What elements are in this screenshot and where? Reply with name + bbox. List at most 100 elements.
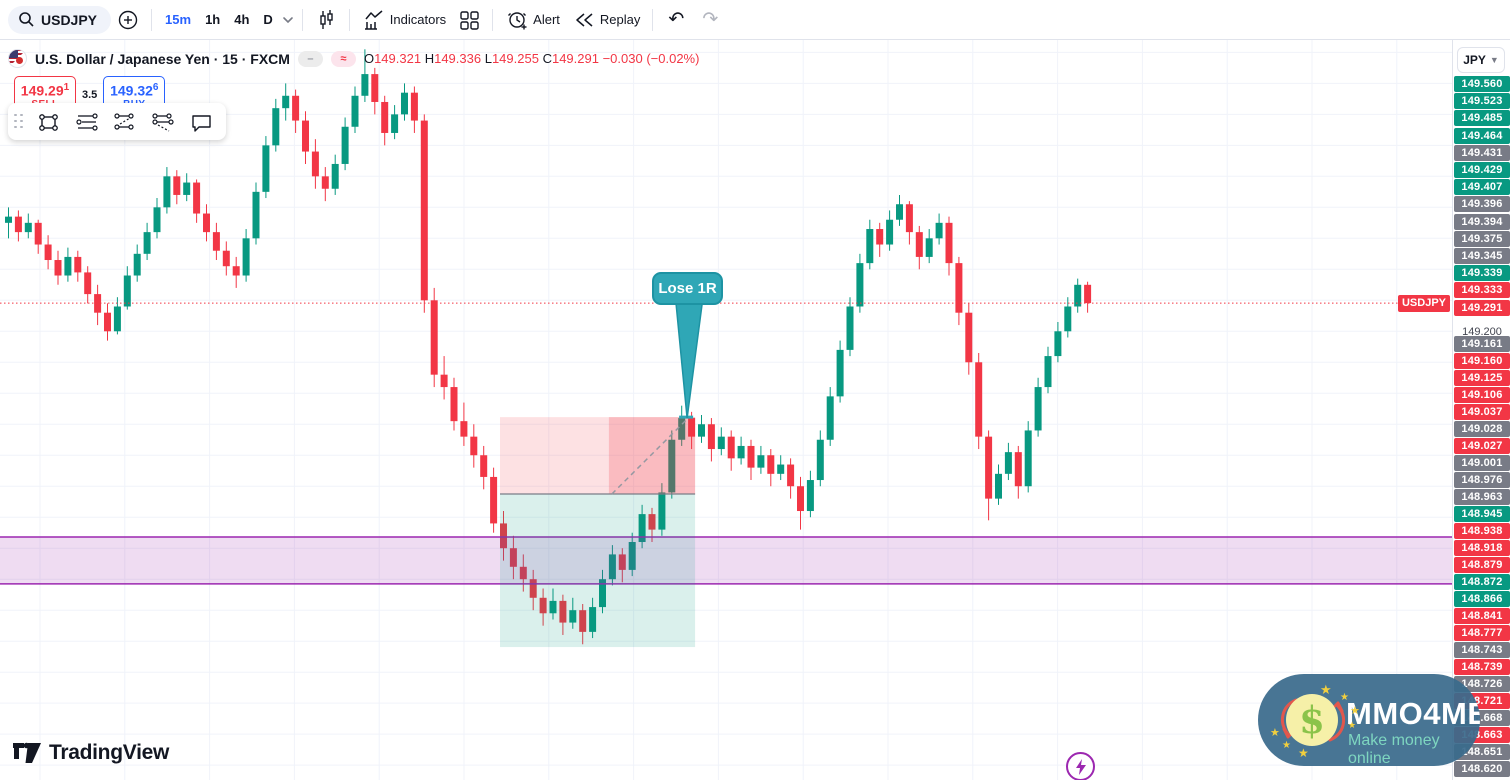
candle-body <box>737 445 745 459</box>
rectangle-tool-button[interactable] <box>32 107 66 137</box>
close-label: C <box>542 51 552 66</box>
parallel-lines-tool-button[interactable] <box>70 107 104 137</box>
replay-button[interactable]: Replay <box>566 6 646 34</box>
tradingview-logo[interactable]: TradingView <box>12 741 169 765</box>
long-position-tool-button[interactable] <box>108 107 142 137</box>
candle-body <box>94 294 102 313</box>
undo-button[interactable]: ↶ <box>659 6 693 34</box>
candle-body <box>678 418 686 440</box>
comment-bubble-icon <box>192 114 211 132</box>
currency-selector-button[interactable]: JPY ▼ <box>1457 47 1505 73</box>
candle-body <box>876 229 884 245</box>
timeframe-menu-chevron-icon[interactable] <box>280 12 296 28</box>
symbol-title[interactable]: U.S. Dollar / Japanese Yen · 15 · FXCM <box>35 50 290 67</box>
lose-1r-callout[interactable]: Lose 1R <box>652 272 723 305</box>
ohlc-values: O149.321 H149.336 L149.255 C149.291 −0.0… <box>364 51 700 66</box>
search-icon <box>19 12 34 27</box>
price-label: 149.001 <box>1454 455 1510 471</box>
redo-button[interactable]: ↷ <box>693 6 727 34</box>
flash-button[interactable] <box>1066 752 1095 780</box>
candle-body <box>856 263 864 307</box>
candle-body <box>599 579 606 608</box>
candle-body <box>1064 306 1072 332</box>
timeframe-1h[interactable]: 1h <box>205 12 221 27</box>
high-label: H <box>424 51 435 66</box>
candle-body <box>391 114 399 133</box>
candle-body <box>707 424 715 450</box>
candle-body <box>688 418 696 437</box>
candle-body <box>450 387 458 422</box>
position-risk-zone <box>500 417 696 494</box>
chart-style-button[interactable] <box>309 6 343 34</box>
price-label: 148.945 <box>1454 506 1510 522</box>
spread-value: 3.5 <box>82 89 98 101</box>
close-value: 149.291 <box>551 51 599 66</box>
approx-wave-pill-icon[interactable]: ≈ <box>330 50 356 67</box>
candle-body <box>302 120 309 152</box>
candles-style-icon <box>320 9 333 29</box>
top-toolbar: USDJPY 15m 1h 4h D <box>0 0 1510 40</box>
toolbar-separator <box>301 8 303 31</box>
candle-body <box>183 182 191 195</box>
callout-label: Lose 1R <box>658 280 717 297</box>
candle-body <box>559 600 567 623</box>
open-value: 149.321 <box>374 51 422 66</box>
candle-body <box>549 600 557 614</box>
price-label: 148.872 <box>1454 574 1510 590</box>
drawing-toolbar <box>8 103 226 140</box>
candle-body <box>935 222 943 239</box>
candle-body <box>44 244 52 261</box>
star-icon: ★ <box>1320 682 1332 697</box>
drag-handle[interactable] <box>14 113 24 130</box>
candle-body <box>747 445 755 468</box>
price-axis[interactable]: JPY ▼ 149.560 149.523 149.485 149.464 149.43… <box>1452 40 1510 780</box>
candle-body <box>1044 356 1052 388</box>
candle-body <box>84 272 92 295</box>
candle-body <box>787 464 795 487</box>
price-label: 148.938 <box>1454 523 1510 539</box>
price-label: 148.739 <box>1454 659 1510 675</box>
symbol-search-button[interactable]: USDJPY <box>8 5 112 34</box>
candle-body <box>420 120 428 301</box>
candle-body <box>212 232 220 251</box>
alert-button[interactable]: Alert <box>499 6 566 34</box>
star-icon: ★ <box>1340 692 1349 703</box>
timeframe-4h[interactable]: 4h <box>234 12 250 27</box>
watermark-subtitle: Make money online <box>1348 732 1440 766</box>
candle-body <box>5 216 12 223</box>
buy-price: 149.32 <box>110 82 153 99</box>
indicators-button[interactable]: Indicators <box>356 6 452 34</box>
compare-add-symbol-button[interactable] <box>111 6 145 34</box>
replay-label: Replay <box>599 12 641 27</box>
toolbar-separator <box>492 8 494 31</box>
sell-price-pip: 1 <box>63 82 70 93</box>
price-line-symbol-tag: USDJPY <box>1398 295 1450 312</box>
candle-body <box>272 108 280 146</box>
layout-button[interactable] <box>452 6 486 34</box>
candle-body <box>717 436 725 450</box>
candle-body <box>311 151 319 177</box>
watermark-title: MMO4ME <box>1346 696 1480 731</box>
price-label: 149.394 <box>1454 213 1510 230</box>
star-icon: ★ <box>1348 720 1357 730</box>
star-icon: ★ <box>1270 727 1280 739</box>
price-label: 148.963 <box>1454 489 1510 505</box>
star-icon: ★ <box>1282 740 1291 751</box>
usdjpy-flag-icon <box>8 49 27 68</box>
timeframe-1d[interactable]: D <box>263 12 273 27</box>
price-label: 149.161 <box>1454 336 1510 352</box>
position-risk-zone-2 <box>608 417 696 494</box>
minimize-pill-icon[interactable]: – <box>297 50 323 67</box>
timeframe-15m[interactable]: 15m <box>165 12 192 27</box>
candle-body <box>252 191 260 239</box>
candle-body <box>608 554 616 580</box>
short-position-tool-button[interactable] <box>146 107 180 137</box>
price-label: 148.620 <box>1454 761 1510 777</box>
toolbar-separator <box>151 8 153 31</box>
price-label: 149.333 <box>1454 282 1510 299</box>
comment-tool-button[interactable] <box>184 107 218 137</box>
candle-body <box>509 548 517 567</box>
candle-body <box>638 514 646 543</box>
price-label: 149.160 <box>1454 353 1510 369</box>
